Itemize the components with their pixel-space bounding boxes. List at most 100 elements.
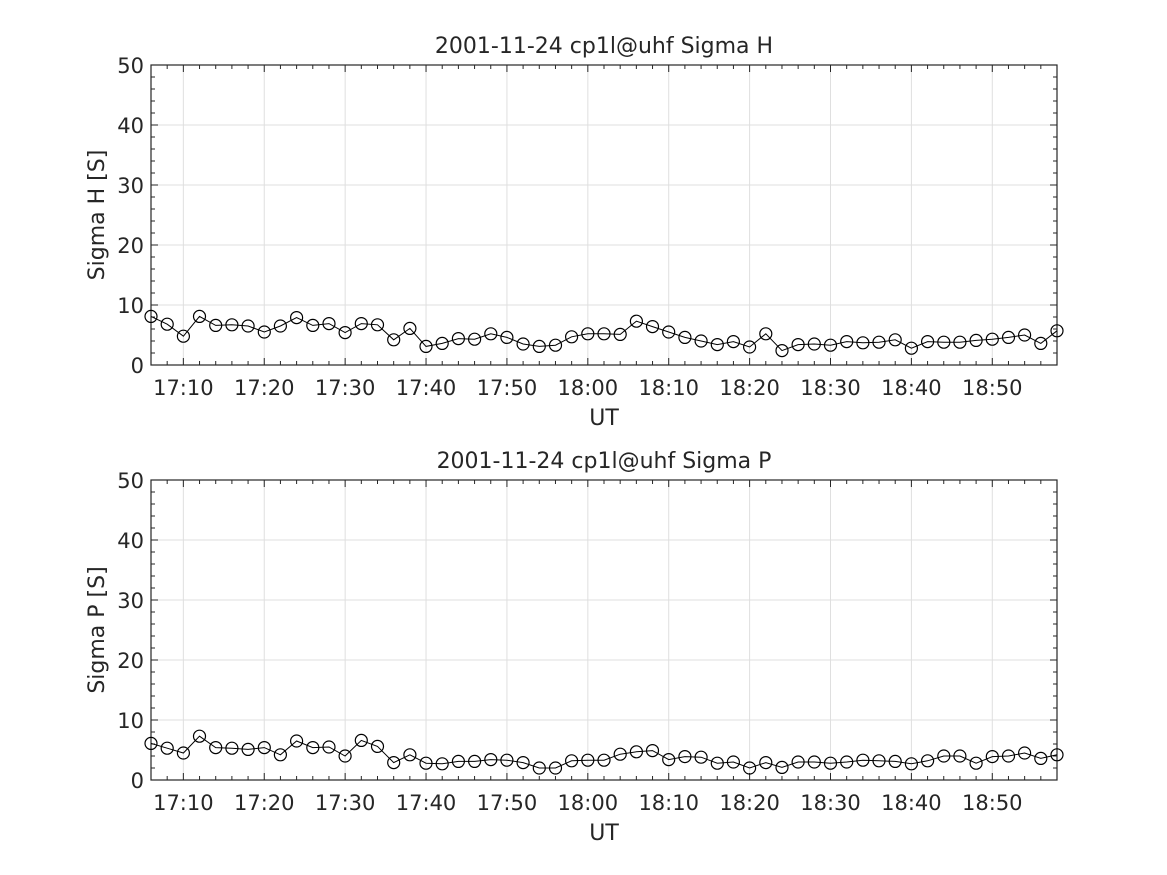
sigma-h-data-point [872, 335, 886, 349]
sigma-h-xtick-label: 18:00 [558, 376, 619, 400]
sigma-h-data-point [160, 317, 174, 331]
sigma-p-data-point [322, 740, 336, 754]
sigma-h-data-point [969, 333, 983, 347]
sigma-p-data-point [176, 746, 190, 760]
sigma-p-panel: 2001-11-24 cp1l@uhf Sigma P UT Sigma P [… [85, 449, 1064, 846]
sigma-h-data-point [629, 314, 644, 328]
sigma-p-ytick-label: 50 [117, 469, 144, 493]
sigma-p-data-point [516, 755, 530, 770]
sigma-h-data-point [1034, 336, 1048, 350]
sigma-p-data-point [370, 739, 385, 754]
sigma-p-data-point [500, 753, 514, 767]
sigma-p-data-point [435, 757, 449, 771]
sigma-p-xtick-label: 18:40 [881, 791, 942, 815]
sigma-h-title: 2001-11-24 cp1l@uhf Sigma H [435, 34, 773, 59]
sigma-h-data-point [759, 327, 773, 341]
sigma-p-data-point [759, 755, 773, 770]
sigma-p-data-point [192, 729, 207, 743]
sigma-h-axes-frame [150, 64, 1058, 366]
sigma-h-data-point [419, 339, 433, 353]
sigma-h-data-point [807, 337, 821, 351]
sigma-h-ytick-label: 40 [117, 114, 144, 138]
sigma-h-data-point [645, 320, 660, 334]
sigma-h-data-point [920, 335, 935, 349]
sigma-h-panel: 2001-11-24 cp1l@uhf Sigma H UT Sigma H [… [85, 34, 1064, 431]
sigma-h-data-point [225, 318, 239, 332]
sigma-p-xtick-label: 18:30 [800, 791, 861, 815]
sigma-h-data-point [192, 309, 207, 323]
sigma-p-xtick-label: 17:20 [234, 791, 295, 815]
sigma-p-data-point [160, 741, 174, 755]
sigma-h-data-point [403, 321, 417, 335]
sigma-p-data-point [742, 761, 757, 775]
sigma-h-data-point [209, 318, 223, 332]
sigma-h-data-point [484, 327, 498, 341]
sigma-p-data-point [1001, 749, 1016, 763]
sigma-p-data-point [807, 755, 821, 769]
sigma-p-data-point [387, 755, 401, 770]
sigma-p-data-point [726, 755, 741, 769]
sigma-p-data-point [468, 754, 482, 769]
sigma-h-data-point [322, 317, 336, 331]
sigma-h-ytick-label: 0 [131, 354, 144, 378]
sigma-p-xtick-label: 17:50 [477, 791, 538, 815]
sigma-h-xtick-label: 17:20 [234, 376, 295, 400]
sigma-h-data-point [581, 327, 595, 341]
sigma-p-xtick-label: 18:50 [962, 791, 1023, 815]
sigma-p-ytick-label: 30 [117, 589, 144, 613]
sigma-p-data-point [985, 749, 999, 764]
sigma-h-ytick-label: 30 [117, 174, 144, 198]
sigma-p-data-point [1034, 751, 1048, 766]
sigma-h-data-point [742, 340, 757, 354]
sigma-h-data-point [775, 344, 789, 358]
sigma-h-data-point [451, 332, 465, 346]
sigma-h-data-point [791, 338, 805, 352]
sigma-p-data-point [710, 756, 724, 770]
sigma-p-ytick-label: 20 [117, 649, 144, 673]
sigma-p-axes-frame [150, 479, 1058, 781]
sigma-p-data-point [306, 740, 320, 755]
sigma-p-data-point [856, 753, 870, 767]
sigma-h-ytick-label: 10 [117, 294, 144, 318]
sigma-p-data-point [403, 748, 417, 762]
sigma-p-data-point [613, 747, 627, 761]
sigma-h-data-point [613, 327, 627, 341]
sigma-h-data-point [888, 333, 902, 347]
sigma-p-ytick-label: 40 [117, 529, 144, 553]
sigma-p-data-point [338, 749, 352, 763]
sigma-p-xtick-label: 18:00 [558, 791, 619, 815]
sigma-h-xtick-label: 18:50 [962, 376, 1023, 400]
sigma-h-data-point [338, 326, 352, 340]
sigma-p-data-point [354, 733, 368, 748]
sigma-p-ylabel: Sigma P [S] [85, 566, 110, 693]
sigma-h-xtick-label: 18:20 [719, 376, 780, 400]
sigma-p-xtick-label: 17:40 [396, 791, 457, 815]
sigma-p-data-point [564, 754, 579, 768]
sigma-h-xlabel: UT [589, 406, 619, 431]
sigma-p-data-point [888, 754, 902, 769]
sigma-h-data-point [241, 319, 255, 333]
sigma-h-data-point [597, 327, 611, 341]
sigma-h-ytick-label: 20 [117, 234, 144, 258]
sigma-h-data-point [726, 335, 741, 349]
sigma-p-data-point [904, 757, 919, 771]
sigma-h-data-point [937, 335, 951, 349]
sigma-p-data-point [953, 749, 967, 763]
sigma-h-data-point [257, 325, 271, 339]
sigma-p-data-point [791, 755, 805, 769]
sigma-p-data-point [273, 748, 287, 762]
sigma-p-data-point [581, 753, 595, 767]
sigma-p-data-point [775, 760, 789, 775]
sigma-h-series-line [150, 315, 1058, 352]
sigma-h-xtick-label: 18:40 [881, 376, 942, 400]
sigma-h-xtick-label: 18:10 [638, 376, 699, 400]
sigma-h-data-point [273, 319, 287, 333]
sigma-h-xtick-label: 18:30 [800, 376, 861, 400]
sigma-h-data-point [532, 339, 546, 353]
sigma-h-data-point [953, 335, 967, 349]
sigma-h-data-point [678, 330, 692, 344]
sigma-h-data-point [840, 335, 854, 349]
sigma-h-xtick-label: 17:50 [477, 376, 538, 400]
sigma-h-data-point [548, 338, 563, 352]
